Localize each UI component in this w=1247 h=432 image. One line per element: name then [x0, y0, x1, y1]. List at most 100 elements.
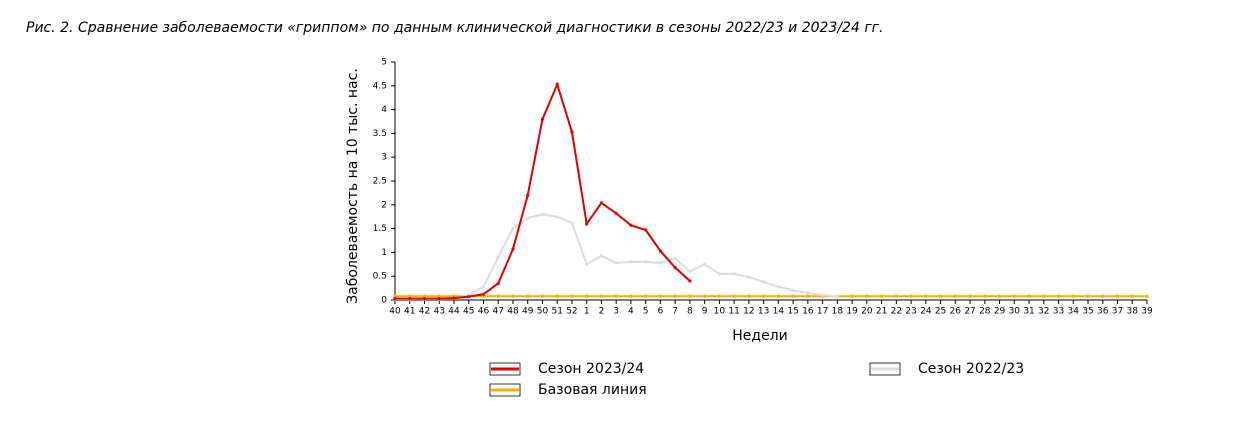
point — [747, 275, 751, 279]
y-tick-label: 3.5 — [373, 129, 387, 139]
x-tick-label: 16 — [802, 307, 814, 317]
y-axis-label: Заболеваемость на 10 тыс. нас. — [345, 68, 361, 304]
point — [717, 272, 721, 276]
point — [850, 294, 854, 298]
legend-label: Базовая линия — [538, 382, 647, 398]
point — [953, 294, 957, 298]
point — [570, 130, 574, 134]
point — [481, 292, 486, 296]
point — [1042, 294, 1046, 298]
point — [673, 266, 677, 270]
x-tick-label: 51 — [551, 307, 562, 317]
point — [570, 294, 574, 298]
x-tick-label: 41 — [404, 307, 415, 317]
point — [865, 294, 869, 298]
x-tick-label: 29 — [994, 307, 1006, 317]
point — [688, 279, 692, 283]
x-tick-label: 50 — [537, 307, 549, 317]
point — [983, 294, 987, 298]
point — [555, 215, 559, 219]
legend-label: Сезон 2022/23 — [918, 361, 1024, 377]
x-tick-label: 34 — [1068, 307, 1080, 317]
point — [629, 294, 633, 298]
point — [585, 222, 589, 226]
point — [806, 291, 810, 295]
point — [496, 281, 500, 285]
point — [511, 247, 515, 251]
point — [658, 261, 663, 265]
x-tick-label: 30 — [1009, 307, 1021, 317]
x-tick-label: 21 — [876, 307, 887, 317]
x-tick-label: 1 — [584, 307, 590, 317]
x-tick-label: 8 — [687, 307, 693, 317]
point — [821, 293, 825, 297]
x-tick-label: 37 — [1112, 307, 1123, 317]
point — [1130, 294, 1134, 298]
point — [437, 296, 441, 301]
point — [393, 296, 397, 301]
x-tick-label: 9 — [702, 307, 708, 317]
point — [644, 228, 648, 232]
x-tick-label: 26 — [950, 307, 962, 317]
point — [644, 260, 648, 264]
x-tick-label: 38 — [1127, 307, 1139, 317]
x-tick-label: 10 — [714, 307, 726, 317]
y-tick-label: 4.5 — [373, 81, 387, 91]
x-tick-label: 14 — [773, 307, 785, 317]
x-tick-label: 20 — [861, 307, 873, 317]
x-tick-label: 46 — [478, 307, 490, 317]
x-tick-label: 45 — [463, 307, 474, 317]
x-tick-label: 7 — [672, 307, 678, 317]
x-tick-label: 42 — [419, 307, 430, 317]
point — [703, 262, 707, 266]
point — [762, 294, 766, 298]
x-tick-label: 4 — [628, 307, 634, 317]
point — [924, 294, 928, 298]
y-tick-label: 0 — [381, 296, 387, 306]
point — [629, 223, 633, 227]
x-tick-label: 52 — [566, 307, 577, 317]
x-tick-label: 36 — [1097, 307, 1109, 317]
x-tick-label: 44 — [448, 307, 460, 317]
point — [585, 294, 589, 298]
point — [555, 82, 559, 86]
y-tick-label: 2 — [381, 200, 387, 210]
point — [1027, 294, 1031, 298]
x-tick-label: 40 — [389, 307, 401, 317]
point — [644, 294, 648, 298]
point — [570, 221, 574, 225]
x-tick-label: 22 — [891, 307, 902, 317]
point — [437, 294, 441, 298]
x-tick-label: 11 — [728, 307, 739, 317]
point — [599, 294, 604, 298]
y-tick-label: 2.5 — [373, 177, 387, 187]
point — [673, 256, 677, 260]
point — [614, 294, 618, 298]
point — [673, 294, 677, 298]
point — [629, 260, 633, 264]
point — [909, 294, 913, 298]
point — [585, 262, 589, 266]
x-tick-label: 47 — [492, 307, 503, 317]
point — [732, 294, 736, 298]
point — [422, 296, 427, 301]
point — [1086, 294, 1090, 298]
point — [703, 294, 707, 298]
x-tick-label: 28 — [979, 307, 991, 317]
point — [791, 294, 795, 298]
point — [540, 212, 545, 216]
point — [806, 294, 810, 298]
chart-title: Рис. 2. Сравнение заболеваемости «гриппо… — [26, 20, 884, 36]
x-tick-label: 48 — [507, 307, 519, 317]
point — [762, 280, 766, 284]
point — [540, 294, 545, 298]
x-axis-label: Недели — [732, 328, 787, 344]
point — [717, 294, 721, 298]
x-tick-label: 31 — [1023, 307, 1034, 317]
x-tick-label: 43 — [434, 307, 445, 317]
point — [1071, 294, 1075, 298]
x-tick-label: 18 — [832, 307, 844, 317]
point — [1056, 294, 1061, 298]
x-tick-label: 2 — [599, 307, 605, 317]
